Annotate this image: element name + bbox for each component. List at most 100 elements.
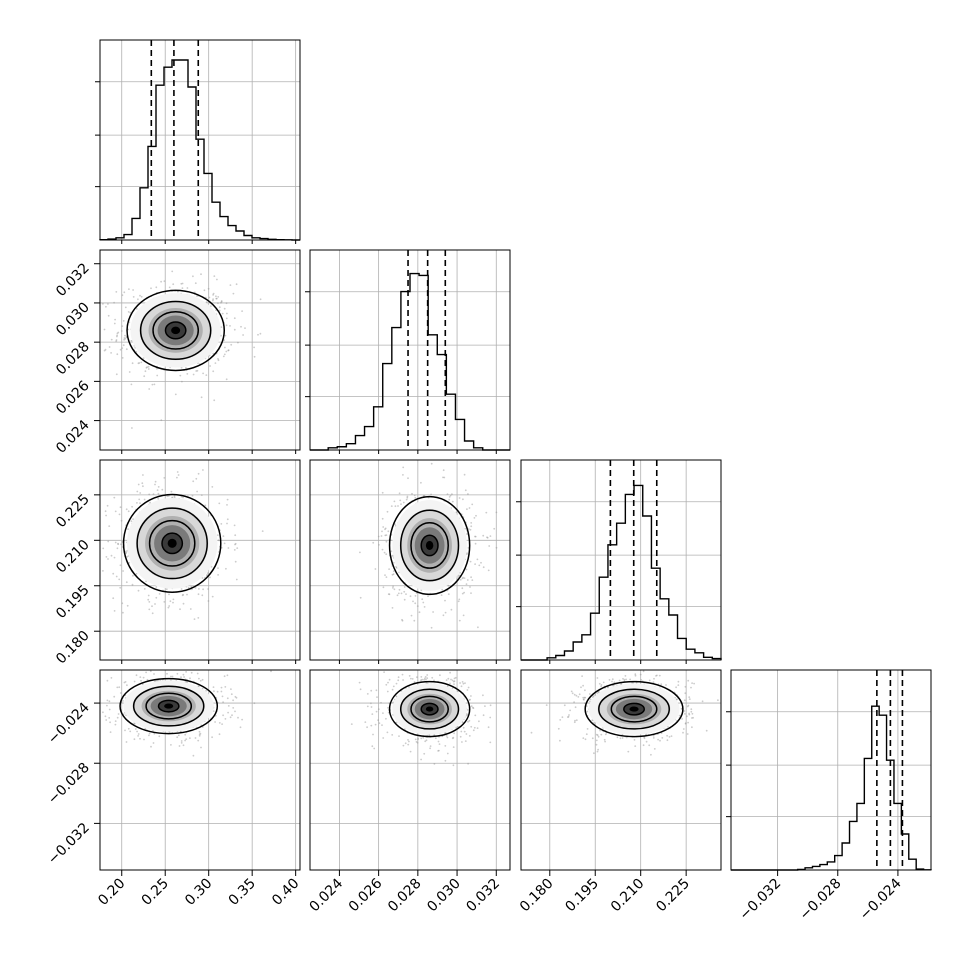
scatter-point	[122, 570, 124, 572]
scatter-point	[397, 505, 399, 507]
scatter-point	[381, 491, 384, 494]
scatter-point	[424, 677, 426, 680]
hist-panel-3	[516, 459, 722, 661]
scatter-point	[430, 462, 433, 465]
scatter-panel-2	[99, 459, 301, 661]
scatter-point	[163, 280, 166, 283]
scatter-point	[237, 716, 239, 719]
scatter-point	[385, 576, 388, 578]
scatter-point	[199, 679, 202, 682]
scatter-point	[115, 291, 118, 293]
scatter-point	[232, 707, 235, 709]
scatter-point	[407, 743, 410, 746]
scatter-point	[403, 586, 406, 588]
scatter-point	[170, 675, 172, 678]
scatter-point	[391, 734, 394, 736]
scatter-point	[603, 738, 606, 741]
scatter-point	[410, 677, 412, 680]
scatter-point	[466, 579, 469, 581]
scatter-point	[370, 689, 373, 692]
scatter-point	[226, 522, 228, 525]
scatter-point	[392, 685, 395, 688]
scatter-point	[385, 683, 388, 686]
scatter-point	[574, 706, 577, 709]
scatter-point	[385, 540, 388, 543]
scatter-point	[463, 473, 466, 476]
scatter-point	[398, 492, 401, 495]
scatter-point	[591, 737, 594, 740]
scatter-point	[132, 296, 135, 298]
panel-frame	[520, 669, 722, 871]
scatter-point	[600, 685, 602, 688]
scatter-point	[682, 728, 685, 730]
scatter-point	[634, 745, 637, 747]
scatter-point	[212, 370, 215, 373]
scatter-point	[209, 576, 211, 579]
contour-line	[122, 493, 222, 593]
scatter-point	[150, 287, 152, 290]
contour-line	[157, 699, 180, 713]
scatter-point	[218, 309, 221, 312]
y-tick-label: 0.210	[53, 537, 93, 577]
scatter-point	[429, 745, 432, 747]
scatter-point	[102, 711, 104, 714]
scatter-point	[446, 736, 449, 739]
scatter-point	[122, 320, 125, 322]
scatter-point	[675, 686, 677, 689]
scatter-point	[474, 542, 477, 545]
scatter-point	[469, 560, 472, 563]
scatter-point	[397, 592, 400, 595]
scatter-point	[103, 349, 106, 352]
scatter-point	[406, 495, 409, 498]
scatter-point	[127, 727, 130, 730]
scatter-point	[575, 719, 578, 722]
scatter-point	[133, 722, 136, 725]
scatter-point	[463, 730, 466, 733]
scatter-point	[121, 546, 124, 548]
scatter-point	[381, 548, 384, 551]
scatter-point	[495, 546, 498, 549]
scatter-point	[120, 543, 122, 546]
scatter-point	[451, 493, 453, 496]
scatter-point	[108, 708, 111, 711]
scatter-point	[449, 682, 451, 685]
panel-frame	[730, 669, 932, 871]
scatter-point	[123, 338, 125, 341]
scatter-point	[402, 744, 405, 747]
scatter-point	[227, 705, 230, 707]
scatter-point	[570, 690, 573, 693]
scatter-point	[382, 712, 384, 714]
scatter-point	[377, 535, 380, 538]
scatter-point	[484, 705, 486, 707]
x-tick-label: 0.195	[562, 876, 602, 916]
scatter-point	[151, 612, 154, 615]
scatter-point	[196, 672, 199, 675]
scatter-point	[386, 510, 389, 513]
scatter-point	[131, 505, 134, 508]
scatter-point	[450, 678, 452, 681]
scatter-point	[687, 721, 689, 724]
scatter-point	[452, 746, 455, 748]
scatter-point	[135, 308, 138, 310]
scatter-point	[588, 693, 591, 695]
scatter-panel-4	[99, 669, 301, 871]
scatter-point	[434, 737, 437, 740]
scatter-point	[577, 696, 580, 698]
scatter-point	[149, 670, 152, 673]
scatter-point	[196, 490, 199, 493]
scatter-point	[213, 399, 216, 402]
scatter-point	[105, 514, 107, 517]
scatter-point	[169, 600, 172, 603]
scatter-point	[384, 574, 386, 576]
scatter-point	[384, 534, 387, 537]
scatter-point	[122, 344, 125, 347]
scatter-point	[129, 730, 132, 733]
scatter-point	[403, 598, 406, 601]
scatter-point	[650, 753, 652, 756]
scatter-point	[120, 519, 123, 522]
scatter-point	[453, 732, 455, 735]
scatter-point	[122, 700, 124, 702]
scatter-point	[214, 362, 217, 364]
scatter-point	[257, 333, 259, 336]
scatter-point	[198, 734, 201, 737]
